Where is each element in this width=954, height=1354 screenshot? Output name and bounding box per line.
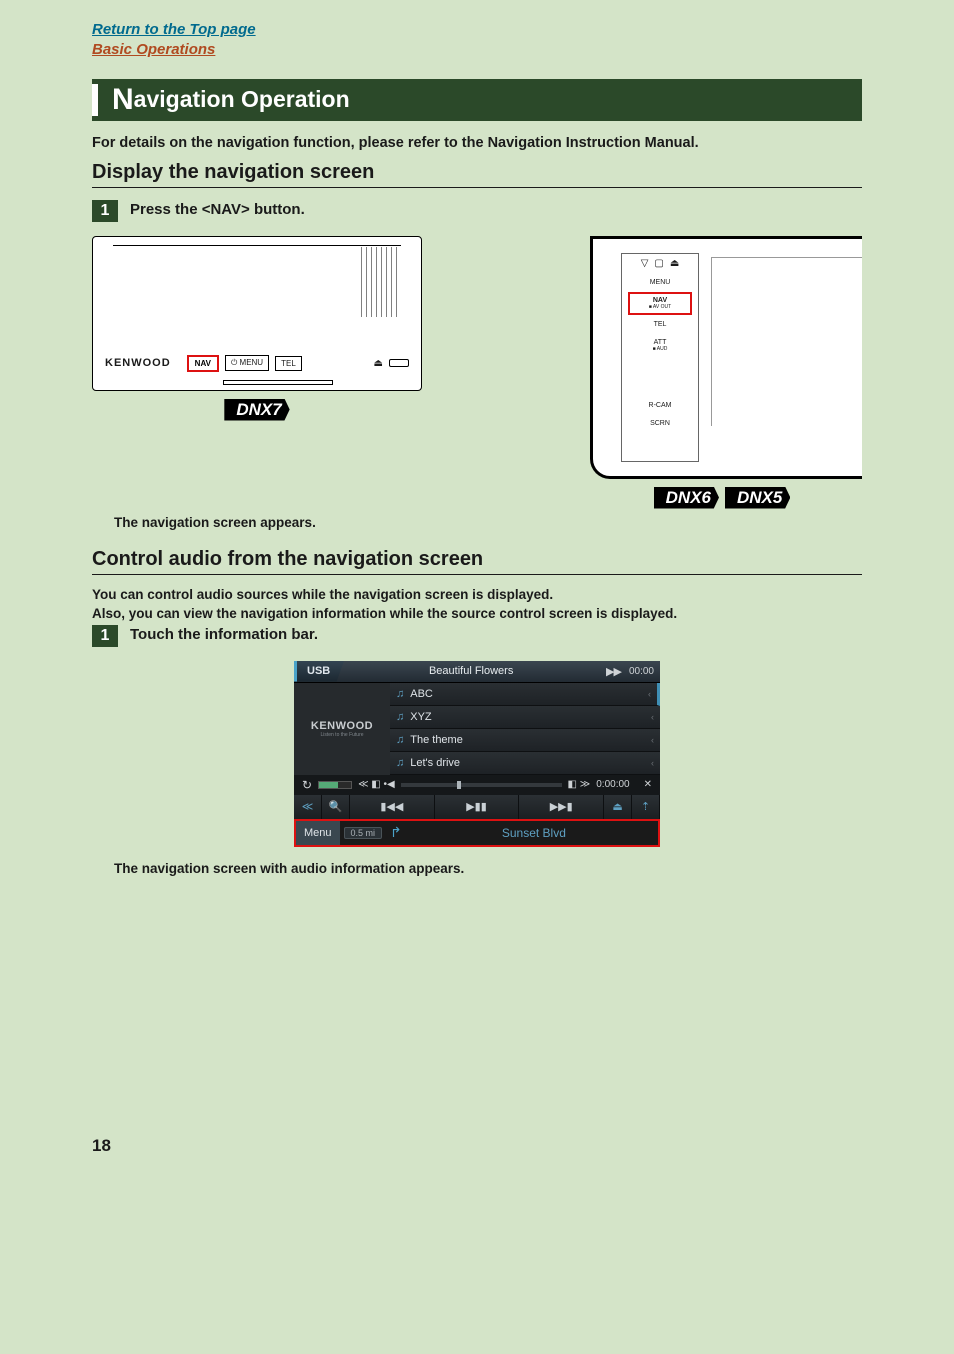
para-control-2: Also, you can view the navigation inform… xyxy=(92,606,862,621)
progress-bar xyxy=(401,783,562,787)
turn-arrow-icon: ↱ xyxy=(390,824,402,841)
shuffle-icon: ✕ xyxy=(644,779,652,790)
chevron-icon: ‹ xyxy=(651,758,654,768)
step-1-display: 1 Press the <NAV> button. xyxy=(92,200,862,222)
eject-icon: ⏏ xyxy=(670,258,679,269)
step-number: 1 xyxy=(92,200,118,222)
title-accent xyxy=(92,84,98,116)
step-1-touch: 1 Touch the information bar. xyxy=(92,625,862,647)
prev-chapter-icon: ≪ ◧ •◀ xyxy=(358,779,395,790)
clock: 00:00 xyxy=(629,666,654,677)
chevron-icon: ‹ xyxy=(651,712,654,722)
track-row: ♫ ABC ‹ xyxy=(390,683,660,706)
step-text: Press the <NAV> button. xyxy=(130,200,305,218)
up-btn: ⇡ xyxy=(632,795,660,819)
dnx65-device: ▽ ▢ ⏏ MENUNAV■ AV OUT TEL ATT■ AUD R-CAM SCR… xyxy=(590,236,862,479)
stop-icon: ▢ xyxy=(654,258,663,269)
title-big-letter: N xyxy=(112,83,134,117)
chevron-icon: ‹ xyxy=(648,689,651,699)
page-number: 18 xyxy=(92,1136,862,1156)
step-text: Touch the information bar. xyxy=(130,625,318,643)
caption-nav-appears: The navigation screen appears. xyxy=(114,515,862,530)
ff-icon: ▶▶ xyxy=(606,665,621,678)
road-name: Sunset Blvd xyxy=(410,826,658,840)
track-row: ♫ Let's drive ‹ xyxy=(390,752,660,775)
track-row: ♫ XYZ ‹ xyxy=(390,706,660,729)
tel-button: TEL xyxy=(275,356,302,371)
nav-button-highlight: NAV■ AV OUT xyxy=(628,292,692,315)
return-top-link[interactable]: Return to the Top page xyxy=(92,20,862,40)
para-control-1: You can control audio sources while the … xyxy=(92,587,862,602)
rewind-btn: ▮◀◀ xyxy=(350,795,435,819)
brand-logo: KENWOOD xyxy=(311,720,373,732)
play-pause-btn: ▶▮▮ xyxy=(435,795,520,819)
repeat-icon: ↻ xyxy=(302,778,312,792)
top-links: Return to the Top page Basic Operations xyxy=(92,20,862,61)
collapse-btn: ≪ xyxy=(294,795,322,819)
nav-button-highlight: NAV xyxy=(187,355,219,372)
vol-down-icon: ▽ xyxy=(641,258,649,269)
track-name: Let's drive xyxy=(410,757,460,769)
ir-window xyxy=(389,359,409,367)
page-title-bar: Navigation Operation xyxy=(92,79,862,121)
forward-btn: ▶▶▮ xyxy=(519,795,604,819)
section-control-audio: Control audio from the navigation screen xyxy=(92,548,862,575)
chapter-icon: ◧ ≫ xyxy=(568,779,591,790)
dnx5-tag: DNX5 xyxy=(725,487,790,509)
title-rest: avigation Operation xyxy=(134,86,350,113)
distance-badge: 0.5 mi xyxy=(344,827,383,839)
menu-button: Menu xyxy=(296,821,340,845)
panel-label: TEL xyxy=(628,317,692,333)
nav-info-bar: Menu 0.5 mi ↱ Sunset Blvd xyxy=(294,819,660,847)
track-name: XYZ xyxy=(410,711,431,723)
intro-text: For details on the navigation function, … xyxy=(92,135,862,151)
chevron-icon: ‹ xyxy=(651,735,654,745)
track-row: ♫ The theme ‹ xyxy=(390,729,660,752)
dnx7-tag: DNX7 xyxy=(224,399,289,421)
eject-icon: ⏏ xyxy=(374,358,383,369)
note-icon: ♫ xyxy=(396,711,404,723)
note-icon: ♫ xyxy=(396,757,404,769)
device-illustrations: KENWOOD NAV ⏻ MENU TEL ⏏ DNX7 xyxy=(92,236,862,509)
track-title: Beautiful Flowers xyxy=(344,665,598,677)
elapsed-time: 0:00:00 xyxy=(596,779,629,790)
kenwood-brand: KENWOOD xyxy=(105,357,171,369)
note-icon: ♫ xyxy=(396,688,404,700)
panel-label: ATT■ AUD xyxy=(628,335,692,356)
dnx6-tag: DNX6 xyxy=(654,487,719,509)
panel-label: MENU xyxy=(628,275,692,291)
section-display-nav: Display the navigation screen xyxy=(92,161,862,188)
panel-label: SCRN xyxy=(628,416,692,432)
panel-label: R-CAM xyxy=(628,398,692,414)
volume-meter xyxy=(318,781,352,789)
source-tab: USB xyxy=(294,661,344,682)
caption-nav-audio: The navigation screen with audio informa… xyxy=(114,861,862,876)
note-icon: ♫ xyxy=(396,734,404,746)
search-btn: 🔍 xyxy=(322,795,350,819)
brand-tagline: Listen to the Future xyxy=(320,732,363,738)
dnx7-device: KENWOOD NAV ⏻ MENU TEL ⏏ xyxy=(92,236,422,391)
eject-btn: ⏏ xyxy=(604,795,632,819)
head-unit-screenshot: USB Beautiful Flowers ▶▶ 00:00 KENWOOD L… xyxy=(294,661,660,847)
menu-button: ⏻ MENU xyxy=(225,355,269,371)
step-number: 1 xyxy=(92,625,118,647)
track-name: The theme xyxy=(410,734,463,746)
basic-ops-link[interactable]: Basic Operations xyxy=(92,40,862,60)
track-name: ABC xyxy=(410,688,433,700)
